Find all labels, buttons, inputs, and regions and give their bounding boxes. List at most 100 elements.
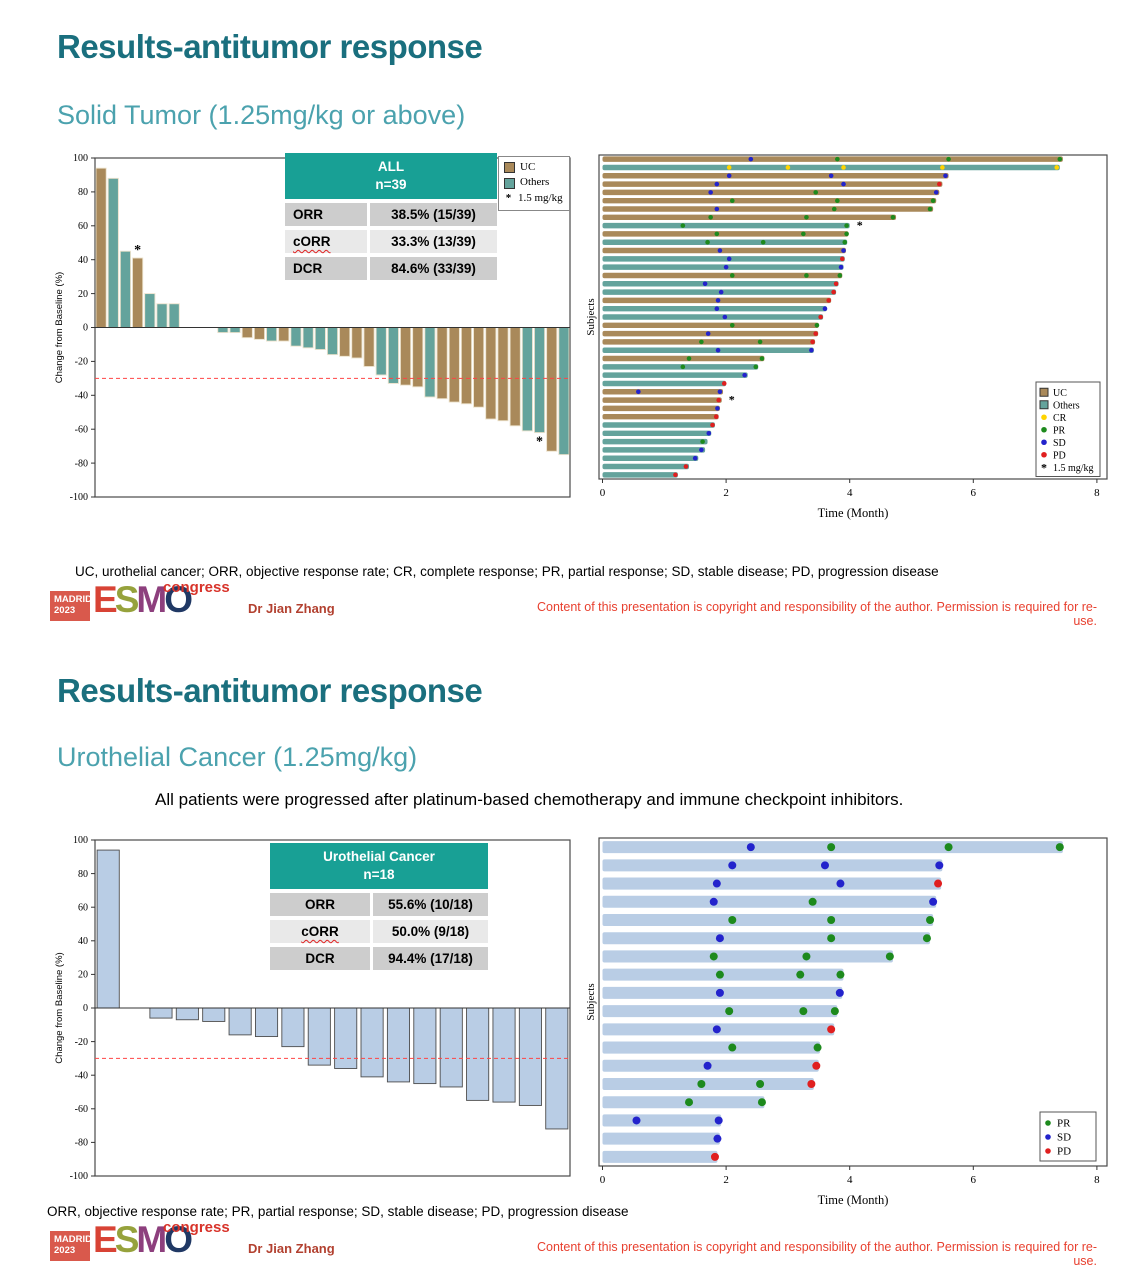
event-dot-pr <box>715 970 724 979</box>
y-axis-label: Change from Baseline (%) <box>54 952 65 1063</box>
table-row: DCR 94.4% (17/18) <box>270 947 488 971</box>
dose-asterisk: * <box>134 243 141 258</box>
swimmer-bar <box>602 1077 814 1091</box>
event-dot-pr <box>827 843 836 852</box>
waterfall-bar <box>95 167 107 328</box>
event-dot-pd <box>721 381 727 386</box>
author-name: Dr Jian Zhang <box>248 1241 335 1256</box>
swimmer-bar <box>602 239 848 245</box>
waterfall-bar <box>314 327 326 350</box>
event-dot-sd <box>702 281 708 287</box>
legend-label: SD <box>1053 438 1066 449</box>
swimmer-bar <box>602 281 839 287</box>
response-table-solid-tumor: ALL n=39 ORR 38.5% (15/39) cORR 33.3% (1… <box>285 153 497 281</box>
event-dot-pr <box>705 239 710 245</box>
table-header: ALL n=39 <box>285 153 497 200</box>
event-dot-pr <box>685 1098 694 1107</box>
event-dot-pd <box>818 314 823 320</box>
waterfall-bar <box>521 327 533 432</box>
waterfall-bar <box>497 327 509 422</box>
x-tick-label: 8 <box>1094 1174 1100 1186</box>
swimmer-bar <box>602 877 942 890</box>
event-dot-pd <box>813 331 819 336</box>
swimmer-bar <box>602 222 850 229</box>
event-dot-pr <box>831 206 837 212</box>
waterfall-bar <box>518 1007 542 1106</box>
waterfall-bar <box>424 327 436 398</box>
event-dot-cr <box>726 165 732 170</box>
event-dot-pr <box>835 198 840 203</box>
waterfall-bar <box>228 1007 252 1036</box>
waterfall-bar <box>307 1007 331 1066</box>
event-dot-sd <box>715 406 720 411</box>
x-tick-label: 6 <box>971 487 977 499</box>
event-dot-pr <box>729 198 735 203</box>
event-dot-pd <box>716 397 721 403</box>
event-dot-pd <box>831 289 836 295</box>
slide2-title: Results-antitumor response <box>57 672 483 709</box>
waterfall-bar <box>168 303 180 328</box>
uc-swatch <box>1039 387 1049 397</box>
event-dot-pr <box>885 952 894 961</box>
esmo-wordmark: ESMO <box>93 1219 193 1260</box>
event-dot-sd <box>746 843 755 852</box>
event-dot-pr <box>686 356 692 361</box>
waterfall-legend: UC Others * 1.5 mg/kg <box>498 156 570 212</box>
copyright-notice: Content of this presentation is copyrigh… <box>537 600 1098 628</box>
event-dot-sd <box>929 897 938 906</box>
event-dot-sd <box>705 331 711 336</box>
event-dot-sd <box>715 988 724 997</box>
swimmer-bar <box>602 389 724 395</box>
legend-item-dose: * 1.5 mg/kg <box>504 191 563 206</box>
y-tick-label: 0 <box>83 1003 88 1014</box>
y-axis-label: Subjects <box>585 298 597 335</box>
dose-asterisk: * <box>729 393 735 407</box>
swimmer-bar <box>602 231 849 237</box>
legend-label: CR <box>1053 413 1067 424</box>
row-value: 33.3% (13/39) <box>370 230 497 254</box>
waterfall-chart-urothelial: 100 80 60 40 20 0 -20 -40 -60 -80 -100 Change from … <box>54 835 571 1182</box>
waterfall-bar <box>281 1007 305 1048</box>
event-dot-sd <box>822 306 828 311</box>
swimmer-bar <box>602 372 748 378</box>
waterfall-bar <box>509 327 521 427</box>
legend-label: UC <box>1053 388 1067 399</box>
waterfall-bar <box>558 327 570 456</box>
event-dot-pr <box>709 952 718 961</box>
event-dot-sd <box>841 181 846 187</box>
swimmer-bar <box>602 247 846 254</box>
y-tick-label: -100 <box>70 492 88 503</box>
waterfall-bar <box>339 327 351 357</box>
row-value: 84.6% (33/39) <box>370 257 497 281</box>
swimmer-bar <box>602 455 699 461</box>
madrid-2023-badge: MADRID 2023 <box>50 1231 92 1261</box>
abbreviations-slide2: ORR, objective response rate; PR, partia… <box>47 1204 629 1219</box>
swimmer-bar <box>602 438 708 445</box>
waterfall-bar <box>302 327 314 349</box>
waterfall-bar <box>217 327 229 334</box>
waterfall-bar <box>202 1007 226 1022</box>
event-dot-pr <box>930 198 936 203</box>
plot-frame <box>598 154 1108 480</box>
y-tick-label: -40 <box>75 391 88 402</box>
esmo-wordmark: ESMO <box>93 579 193 620</box>
event-dot-sd <box>835 988 844 997</box>
event-dot-pd <box>810 339 815 345</box>
event-dot-pd <box>807 1080 816 1088</box>
waterfall-bar <box>326 327 339 356</box>
row-value: 38.5% (15/39) <box>370 203 497 227</box>
event-dot-sd <box>933 190 939 195</box>
x-tick-label: 2 <box>723 1174 729 1186</box>
waterfall-bar <box>448 327 460 403</box>
event-dot-pr <box>835 156 840 162</box>
swimmer-bar <box>602 156 1063 162</box>
y-tick-label: 80 <box>78 187 88 198</box>
table-row: cORR 33.3% (13/39) <box>285 230 497 254</box>
event-dot-sd <box>722 314 728 320</box>
event-dot-sd <box>699 447 704 453</box>
y-tick-label: 60 <box>78 221 88 232</box>
event-dot-pr <box>836 970 845 979</box>
event-dot-pr <box>1055 843 1064 852</box>
